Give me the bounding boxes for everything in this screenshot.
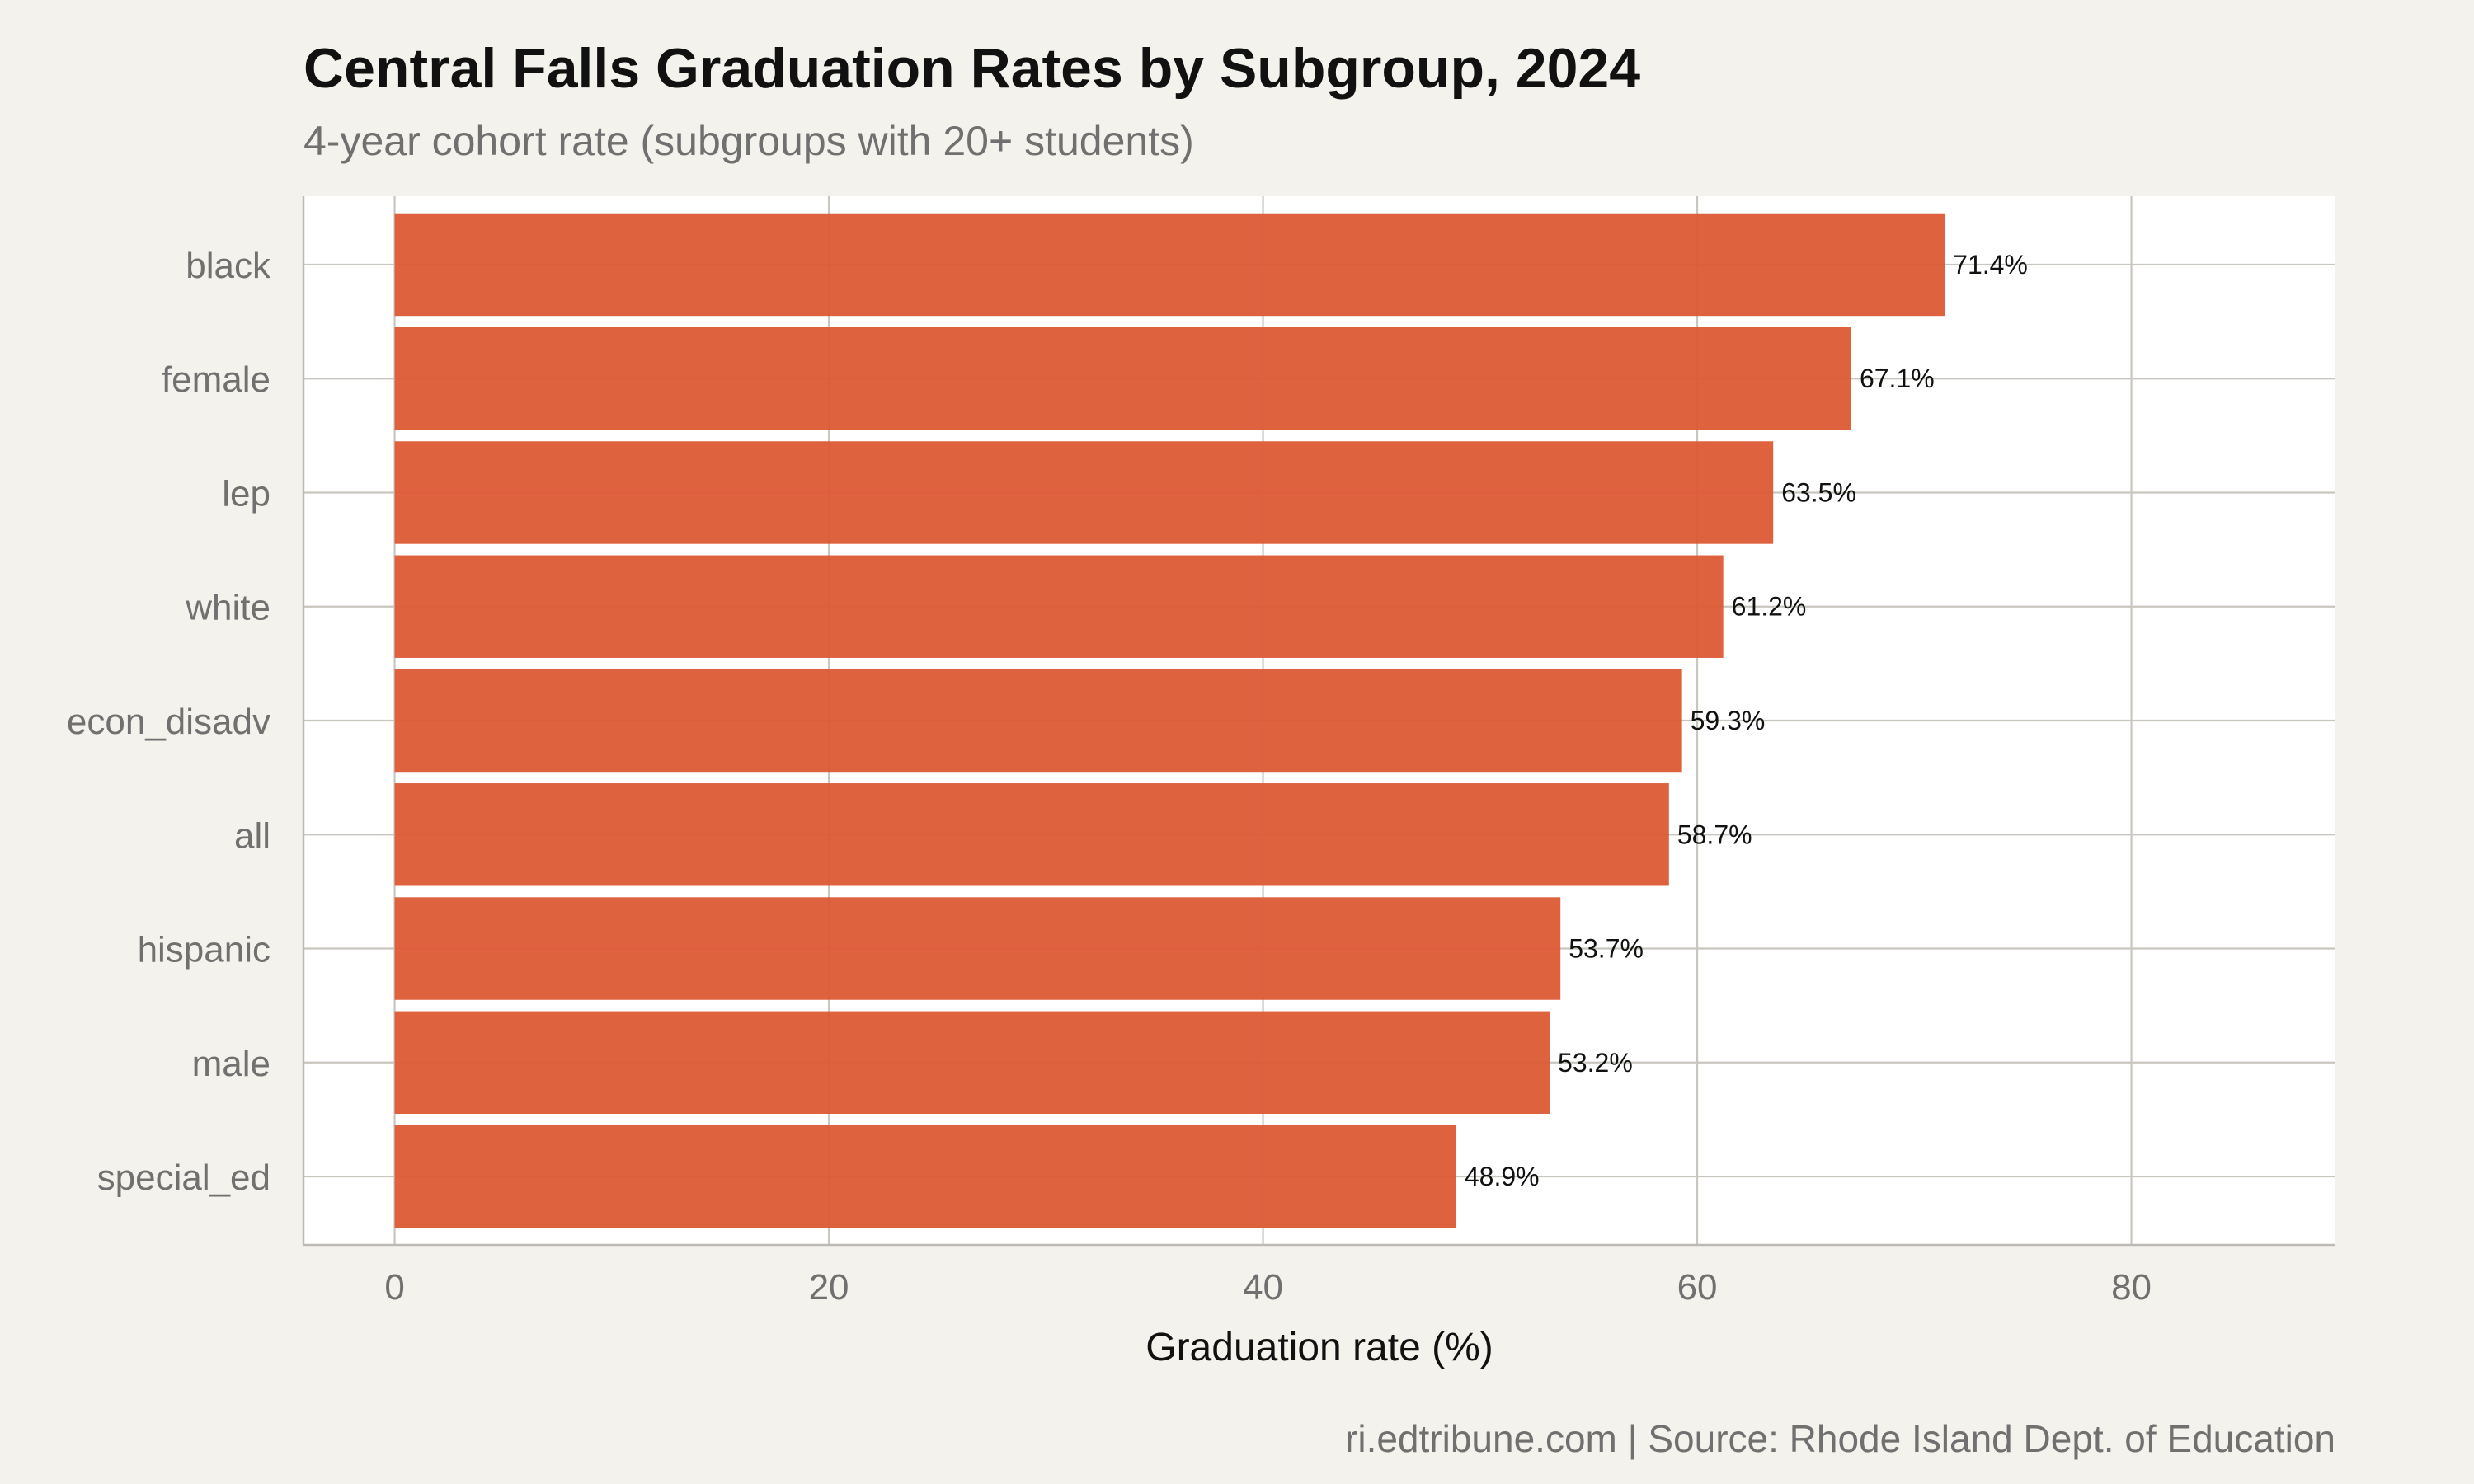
value-label: 61.2%: [1732, 592, 1807, 622]
bar-lep: [394, 441, 1774, 544]
value-label: 53.7%: [1569, 934, 1644, 964]
x-tick-label: 20: [809, 1267, 849, 1308]
y-tick-label: black: [186, 246, 271, 286]
y-tick-label: lep: [222, 473, 270, 514]
y-tick-label: female: [162, 359, 270, 400]
chart-caption: ri.edtribune.com | Source: Rhode Island …: [1345, 1417, 2335, 1460]
value-label: 48.9%: [1465, 1162, 1540, 1191]
bar-female: [394, 327, 1851, 430]
bar-all: [394, 783, 1669, 886]
value-label: 53.2%: [1558, 1048, 1633, 1078]
bar-black: [394, 213, 1945, 317]
y-tick-label: white: [185, 588, 270, 628]
y-tick-label: male: [192, 1044, 270, 1084]
chart-subtitle: 4-year cohort rate (subgroups with 20+ s…: [303, 118, 1194, 164]
bar-special_ed: [394, 1125, 1456, 1228]
y-tick-label: hispanic: [138, 930, 270, 970]
bar-hispanic: [394, 897, 1561, 1000]
x-axis-title: Graduation rate (%): [1145, 1326, 1493, 1369]
x-tick-label: 0: [384, 1267, 404, 1308]
x-tick-label: 60: [1677, 1267, 1718, 1308]
y-tick-label: econ_disadv: [67, 702, 270, 742]
value-label: 71.4%: [1953, 250, 2028, 279]
bar-white: [394, 555, 1724, 658]
bar-male: [394, 1011, 1550, 1114]
bars: [394, 213, 1945, 1228]
value-labels: 71.4% 67.1% 63.5% 61.2% 59.3% 58.7% 53.7% 53.2%…: [1465, 250, 2028, 1191]
value-label: 67.1%: [1860, 364, 1935, 393]
x-tick-label: 40: [1243, 1267, 1283, 1308]
bar-econ_disadv: [394, 669, 1682, 773]
x-tick-labels: 0 20 40 60 80: [384, 1267, 2152, 1308]
value-label: 59.3%: [1691, 706, 1766, 735]
y-tick-label: special_ed: [97, 1158, 270, 1198]
y-tick-label: all: [234, 815, 270, 856]
chart-title: Central Falls Graduation Rates by Subgro…: [303, 37, 1641, 100]
value-label: 58.7%: [1677, 819, 1752, 849]
x-tick-label: 80: [2111, 1267, 2152, 1308]
value-label: 63.5%: [1781, 477, 1856, 507]
